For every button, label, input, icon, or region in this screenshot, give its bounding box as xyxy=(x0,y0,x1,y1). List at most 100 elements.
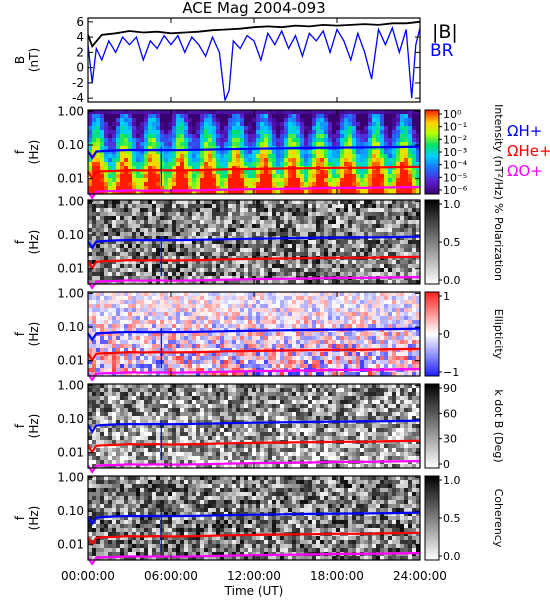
colorbar-ellipticity xyxy=(424,291,440,377)
figure-title: ACE Mag 2004-093 xyxy=(182,0,325,17)
gyro-line-o-panel-3 xyxy=(87,276,421,290)
x-tick-label: 00:00:00 xyxy=(61,569,115,583)
colorbar-label-ellipticity: Ellipticity xyxy=(492,309,505,360)
y-tick-label: 0.01 xyxy=(57,262,84,276)
legend-top: |B| BR xyxy=(430,21,458,61)
spectrogram-intensity xyxy=(88,110,421,195)
y-tick-label: 1.00 xyxy=(57,194,84,208)
colorbar-kdotb xyxy=(424,383,440,469)
colorbar-tick-label: 10⁻² xyxy=(443,133,467,146)
gyro-line-h-panel-4 xyxy=(87,327,421,342)
colorbar-tick-label: 0.0 xyxy=(443,274,461,287)
y-tick-label: 0 xyxy=(76,61,84,75)
colorbar-tick-label: 10⁻⁴ xyxy=(443,159,468,172)
y-tick-label: 1.00 xyxy=(57,378,84,392)
y-tick-label: 1.00 xyxy=(57,104,84,118)
colorbar-tick-label: 1.0 xyxy=(443,198,461,211)
y-axis-label: B(nT) xyxy=(13,48,41,72)
colorbar-tick-label: 0 xyxy=(443,458,450,471)
colorbar-tick-label: 10⁰ xyxy=(443,108,462,121)
y-tick-label: 0.10 xyxy=(57,138,84,152)
colorbar-tick-label: 0.5 xyxy=(443,512,461,525)
colorbar-tick-label: 10⁻³ xyxy=(443,146,467,159)
legend-br: BR xyxy=(430,41,454,61)
series-b-magnitude xyxy=(88,20,420,49)
spectrogram-ellipticity xyxy=(88,292,421,377)
legend-gyro: ΩH+ ΩHe+ ΩO+ xyxy=(507,122,550,180)
y-tick-label: 0.10 xyxy=(57,412,84,426)
colorbar-tick-label: 30 xyxy=(443,433,457,446)
colorbar-tick-label: 0 xyxy=(443,328,450,341)
gyro-line-he-panel-4 xyxy=(87,347,421,362)
colorbar-tick-label: 0.0 xyxy=(443,550,461,563)
y-tick-label: 2 xyxy=(76,45,84,59)
y-tick-label: 4 xyxy=(76,30,84,44)
series-br xyxy=(88,25,420,101)
y-tick-label: 0.01 xyxy=(57,446,84,460)
y-axis-label: f(Hz) xyxy=(13,140,41,165)
colorbar-tick-label: −1 xyxy=(443,366,459,379)
y-tick-label: 0.01 xyxy=(57,354,84,368)
y-tick-label: -4 xyxy=(72,91,84,105)
colorbar-tick-label: 10⁻⁶ xyxy=(443,184,468,197)
gyro-line-h-panel-6 xyxy=(87,511,421,526)
y-tick-label: 6 xyxy=(76,15,84,29)
colorbar-coherency xyxy=(424,475,440,561)
gyro-line-o-panel-4 xyxy=(87,368,421,382)
panel-6: 1.0 0.5 0.0 Coherency 1.00 0.10 0.01 f(Hz) xyxy=(13,470,505,566)
colorbar-tick-label: 1 xyxy=(443,290,450,303)
y-tick-label: 0.10 xyxy=(57,504,84,518)
y-tick-label: 0.10 xyxy=(57,320,84,334)
y-tick-label: 0.10 xyxy=(57,228,84,242)
gyro-line-o-panel-2 xyxy=(87,186,421,200)
x-tick-label: 18:00:00 xyxy=(310,569,364,583)
colorbar-polarization xyxy=(424,199,440,285)
gyro-line-he-panel-2 xyxy=(87,165,421,180)
y-tick-label: 0.01 xyxy=(57,172,84,186)
x-tick-label: 24:00:00 xyxy=(393,569,447,583)
y-tick-label: 1.00 xyxy=(57,286,84,300)
x-axis-label: Time (UT) xyxy=(224,584,284,598)
legend-omega-h: ΩH+ xyxy=(507,122,542,140)
colorbar-tick-label: 1.0 xyxy=(443,474,461,487)
y-tick-label: 0.01 xyxy=(57,538,84,552)
panel-3: 1.0 0.5 0.0 % Polarization 1.00 0.10 0.01 f(Hz) xyxy=(13,194,505,290)
colorbar-tick-label: 10⁻¹ xyxy=(443,121,467,134)
gyro-line-he-panel-5 xyxy=(87,439,421,454)
panel-1: 642 0-2-4 B(nT) xyxy=(13,15,421,105)
x-tick-label: 12:00:00 xyxy=(227,569,281,583)
y-axis-label: f(Hz) xyxy=(13,322,41,347)
colorbar-label-intensity: Intensity (nT²/Hz) xyxy=(492,104,505,200)
gyro-line-o-panel-5 xyxy=(87,460,421,474)
colorbar-label-coherency: Coherency xyxy=(492,489,505,548)
panel-4: 1 0 −1 Ellipticity 1.00 0.10 0.01 f(Hz) xyxy=(13,286,505,382)
gyro-line-he-panel-3 xyxy=(87,255,421,270)
y-tick-label: 1.00 xyxy=(57,470,84,484)
y-axis-label: f(Hz) xyxy=(13,414,41,439)
colorbar-label-polarization: % Polarization xyxy=(492,203,505,281)
colorbar-tick-label: 90 xyxy=(443,382,457,395)
gyro-line-he-panel-6 xyxy=(87,531,421,546)
colorbar-label-kdotb: k dot B (Deg) xyxy=(492,389,505,462)
gyro-line-h-panel-3 xyxy=(87,235,421,250)
gyro-line-h-panel-5 xyxy=(87,419,421,434)
gyro-line-h-panel-2 xyxy=(87,145,421,160)
legend-b-magnitude: |B| xyxy=(432,21,458,43)
colorbar-tick-label: 60 xyxy=(443,407,457,420)
x-tick-label: 06:00:00 xyxy=(144,569,198,583)
spectrogram-kdotb xyxy=(88,384,421,469)
y-tick-label: -2 xyxy=(72,76,84,90)
gyro-line-o-panel-6 xyxy=(87,552,421,566)
colorbar-intensity xyxy=(424,109,440,195)
y-axis-label: f(Hz) xyxy=(13,230,41,255)
colorbar-tick-label: 10⁻⁵ xyxy=(443,171,467,184)
colorbar-tick-label: 0.5 xyxy=(443,236,461,249)
panel-5: 90 60 30 0 k dot B (Deg) 1.00 0.10 0.01 f(Hz) xyxy=(13,378,505,474)
legend-omega-o: ΩO+ xyxy=(507,162,543,180)
y-axis-label: f(Hz) xyxy=(13,506,41,531)
spectrogram-coherency xyxy=(88,476,421,561)
panel-frame xyxy=(87,17,421,103)
legend-omega-he: ΩHe+ xyxy=(507,142,550,160)
